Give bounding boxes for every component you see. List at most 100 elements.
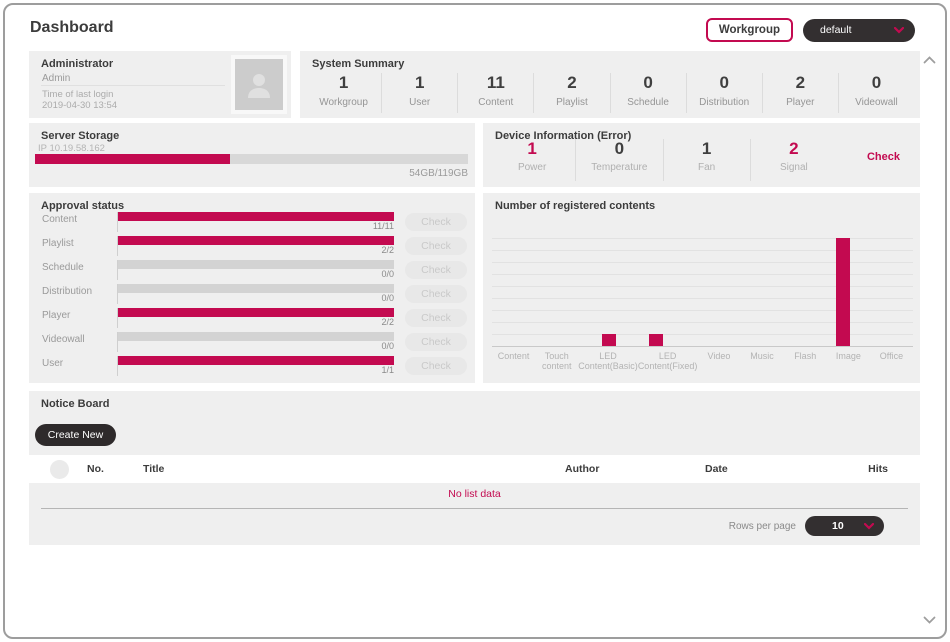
summary-label: Playlist: [556, 97, 588, 108]
chart-column: [492, 238, 539, 346]
approval-status-title: Approval status: [41, 200, 125, 212]
approval-row-playlist: Playlist 2/2 Check: [29, 236, 475, 260]
approval-value: 1/1: [381, 365, 394, 375]
chart-x-labels: Content Touch content LED Content(Basic) LE…: [492, 351, 913, 371]
summary-label: Player: [786, 97, 815, 108]
device-label: Power: [517, 162, 547, 173]
chart-x-label: Music: [750, 351, 774, 361]
chart-column: [866, 238, 913, 346]
summary-value: 2: [795, 73, 806, 92]
server-ip: IP 10.19.58.162: [38, 143, 105, 154]
registered-contents-panel: Number of registered contents Content Tou…: [483, 193, 920, 383]
approval-value: 2/2: [381, 317, 394, 327]
summary-label: Distribution: [699, 97, 750, 108]
summary-value: 2: [567, 73, 577, 92]
chart-x-label: LED Content(Fixed): [637, 351, 698, 371]
device-value: 2: [789, 139, 799, 158]
divider: [41, 508, 908, 509]
approval-label: Player: [42, 310, 71, 321]
chevron-down-icon: [864, 523, 874, 530]
approval-label: Distribution: [42, 286, 93, 297]
storage-progress-fill: [35, 154, 230, 164]
approval-bar: 2/2: [117, 236, 394, 256]
approval-value: 0/0: [381, 293, 394, 303]
device-info-panel: Device Information (Error) 1 Power 0 Tem…: [483, 123, 920, 187]
scroll-down-icon[interactable]: [923, 611, 936, 629]
device-value: 1: [701, 139, 712, 158]
chart-column: [586, 238, 633, 346]
workgroup-select[interactable]: default: [803, 18, 915, 42]
column-no: No.: [87, 463, 104, 475]
approval-check-button[interactable]: Check: [405, 237, 467, 255]
approval-label: Videowall: [42, 334, 85, 345]
chart-x-label: Flash: [794, 351, 817, 361]
chart-column: [539, 238, 586, 346]
column-title: Title: [143, 463, 165, 475]
rows-per-page-select[interactable]: 10: [805, 516, 884, 536]
device-check-link[interactable]: Check: [866, 151, 900, 163]
select-all-checkbox[interactable]: [50, 460, 69, 479]
device-info-title: Device Information (Error): [495, 130, 632, 142]
summary-label: Workgroup: [319, 97, 368, 108]
chevron-down-icon: [894, 26, 904, 34]
summary-value: 0: [719, 73, 729, 92]
scroll-up-icon[interactable]: [923, 51, 936, 69]
chart-column: [679, 238, 726, 346]
app-window: Dashboard Workgroup default Administrato…: [3, 3, 947, 639]
server-storage-title: Server Storage: [41, 130, 120, 142]
column-hits: Hits: [868, 463, 888, 475]
approval-status-panel: Approval status Content 11/11 Check Play…: [29, 193, 475, 383]
summary-label: Videowall: [855, 97, 898, 108]
admin-username: Admin: [42, 73, 71, 84]
approval-row-player: Player 2/2 Check: [29, 308, 475, 332]
column-author: Author: [565, 463, 600, 475]
column-date: Date: [705, 463, 728, 475]
approval-row-schedule: Schedule 0/0 Check: [29, 260, 475, 284]
summary-label: Content: [478, 97, 514, 108]
notice-table-header: No. Title Author Date Hits: [29, 455, 920, 483]
device-info-items: 1 Power 0 Temperature 1 Fan 2 Signal: [489, 139, 837, 181]
last-login-value: 2019-04-30 13:54: [42, 100, 118, 111]
approval-label: Content: [42, 214, 78, 225]
chart-column: [726, 238, 773, 346]
approval-row-distribution: Distribution 0/0 Check: [29, 284, 475, 308]
summary-item-videowall: 0 Videowall: [837, 73, 914, 113]
approval-check-button[interactable]: Check: [405, 285, 467, 303]
approval-bar: 0/0: [117, 260, 394, 280]
device-item-signal: 2 Signal: [749, 139, 837, 181]
summary-item-user: 1 User: [381, 73, 457, 113]
approval-bar: 11/11: [117, 212, 394, 232]
summary-label: User: [409, 97, 431, 108]
approval-check-button[interactable]: Check: [405, 333, 467, 351]
approval-label: Schedule: [42, 262, 84, 273]
chart-x-label: Image: [835, 351, 861, 361]
page-title: Dashboard: [30, 19, 114, 36]
administrator-title: Administrator: [41, 58, 114, 70]
approval-value: 0/0: [381, 269, 394, 279]
approval-check-button[interactable]: Check: [405, 213, 467, 231]
system-summary-title: System Summary: [312, 58, 405, 70]
approval-check-button[interactable]: Check: [405, 357, 467, 375]
last-login-label: Time of last login: [42, 89, 114, 100]
chart-column: [773, 238, 820, 346]
approval-label: Playlist: [42, 238, 74, 249]
approval-check-button[interactable]: Check: [405, 309, 467, 327]
approval-row-videowall: Videowall 0/0 Check: [29, 332, 475, 356]
device-item-fan: 1 Fan: [662, 139, 750, 181]
approval-bar: 1/1: [117, 356, 394, 376]
chart-column: [819, 238, 866, 346]
summary-value: 11: [486, 73, 505, 92]
workgroup-button[interactable]: Workgroup: [705, 18, 793, 42]
summary-item-distribution: 0 Distribution: [685, 73, 762, 113]
approval-check-button[interactable]: Check: [405, 261, 467, 279]
system-summary-panel: System Summary 1 Workgroup 1 User 11 Con…: [300, 51, 920, 118]
chart-bar: [601, 334, 616, 346]
chart-x-label: Content: [497, 351, 530, 361]
chart-title: Number of registered contents: [495, 200, 656, 212]
system-summary-items: 1 Workgroup 1 User 11 Content 2 Playlist…: [306, 73, 914, 113]
summary-value: 0: [643, 73, 653, 92]
server-storage-panel: Server Storage IP 10.19.58.162 54GB/119G…: [29, 123, 475, 187]
create-new-button[interactable]: Create New: [35, 424, 116, 446]
approval-value: 0/0: [381, 341, 394, 351]
notice-board-panel: Notice Board Create New No. Title Author…: [29, 391, 920, 545]
